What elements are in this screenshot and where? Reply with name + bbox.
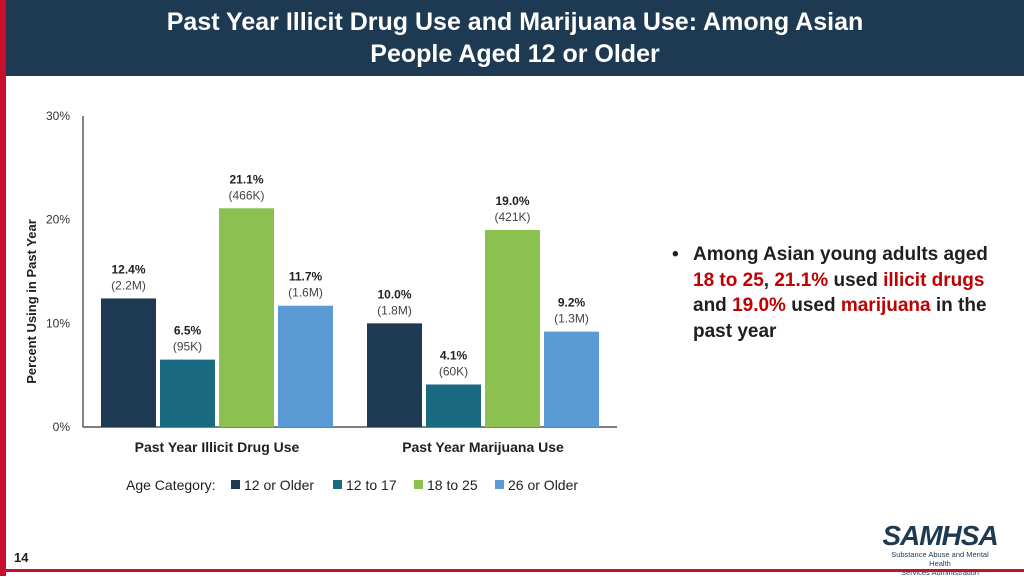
bullet-highlight-illicit: illicit drugs bbox=[883, 269, 985, 291]
category-label: Past Year Marijuana Use bbox=[402, 439, 564, 455]
bullet-highlight-marijuana: marijuana bbox=[840, 295, 931, 316]
bullet-part: used bbox=[828, 269, 884, 291]
y-tick-label: 10% bbox=[46, 316, 70, 330]
bar bbox=[101, 298, 156, 427]
data-label-count: (1.3M) bbox=[554, 312, 589, 326]
bar-chart: 0% 10% 20% 30% Percent Using in Past Year 12.… bbox=[24, 109, 617, 493]
data-label-value: 21.1% bbox=[229, 172, 263, 186]
left-accent-bar bbox=[0, 0, 6, 576]
bullet-part: in the past year bbox=[693, 295, 987, 342]
data-label-value: 19.0% bbox=[495, 194, 529, 208]
data-label-count: (421K) bbox=[494, 210, 530, 224]
bullet-marker: • bbox=[672, 244, 679, 265]
data-label-value: 10.0% bbox=[377, 287, 411, 301]
legend-swatch bbox=[231, 480, 240, 489]
bar bbox=[278, 305, 333, 427]
bullet-part: used bbox=[785, 295, 841, 316]
bar bbox=[426, 384, 481, 427]
bullet-highlight-age: 18 to 25 bbox=[693, 269, 764, 291]
data-label-count: (1.6M) bbox=[288, 286, 323, 300]
bullet-text: Among Asian young adults aged 18 to 25, … bbox=[693, 242, 1002, 344]
bullet-part: , bbox=[763, 269, 775, 291]
legend-swatch bbox=[414, 480, 423, 489]
legend-label: 12 to 17 bbox=[346, 477, 397, 493]
logo-wordmark: SAMHSA bbox=[882, 520, 998, 551]
data-label-count: (60K) bbox=[439, 364, 468, 378]
data-label-count: (466K) bbox=[228, 188, 264, 202]
key-finding-bullet: • Among Asian young adults aged 18 to 25… bbox=[672, 242, 1002, 344]
legend-swatch bbox=[495, 480, 504, 489]
legend-label: 12 or Older bbox=[244, 477, 314, 493]
data-label-count: (95K) bbox=[173, 340, 202, 354]
slide-title-line-2: People Aged 12 or Older bbox=[370, 40, 660, 68]
bullet-highlight-illicit-pct: 21.1% bbox=[774, 269, 829, 291]
samhsa-logo: SAMHSA Substance Abuse and Mental Health… bbox=[880, 522, 1000, 577]
bullet-part: and bbox=[693, 295, 733, 316]
title-bar: Past Year Illicit Drug Use and Marijuana… bbox=[6, 0, 1024, 76]
bar bbox=[485, 230, 540, 427]
logo-subtitle-line-2: Services Administration bbox=[901, 568, 979, 577]
data-label-value: 9.2% bbox=[558, 296, 586, 310]
legend-title: Age Category: bbox=[126, 477, 216, 493]
page-number: 14 bbox=[14, 550, 29, 565]
bar bbox=[219, 208, 274, 427]
y-tick-label: 0% bbox=[53, 420, 71, 434]
bar bbox=[160, 359, 215, 427]
legend-label: 18 to 25 bbox=[427, 477, 478, 493]
bar bbox=[544, 331, 599, 427]
bottom-accent-line bbox=[6, 569, 1024, 572]
category-label: Past Year Illicit Drug Use bbox=[135, 439, 300, 455]
y-tick-label: 20% bbox=[46, 213, 70, 227]
data-label-value: 6.5% bbox=[174, 324, 202, 338]
bullet-part: Among Asian young adults aged bbox=[693, 244, 988, 265]
bullet-highlight-marijuana-pct: 19.0% bbox=[732, 295, 786, 316]
data-label-value: 12.4% bbox=[111, 262, 145, 276]
data-label-value: 4.1% bbox=[440, 348, 468, 362]
data-label-value: 11.7% bbox=[289, 270, 323, 284]
y-axis-title: Percent Using in Past Year bbox=[24, 219, 39, 384]
logo-subtitle-line-1: Substance Abuse and Mental Health bbox=[891, 550, 989, 568]
slide-title-line-1: Past Year Illicit Drug Use and Marijuana… bbox=[166, 8, 864, 36]
y-tick-label: 30% bbox=[46, 109, 70, 123]
data-label-count: (1.8M) bbox=[377, 303, 412, 317]
legend-label: 26 or Older bbox=[508, 477, 578, 493]
bar bbox=[367, 323, 422, 427]
data-label-count: (2.2M) bbox=[111, 278, 146, 292]
legend-swatch bbox=[333, 480, 342, 489]
